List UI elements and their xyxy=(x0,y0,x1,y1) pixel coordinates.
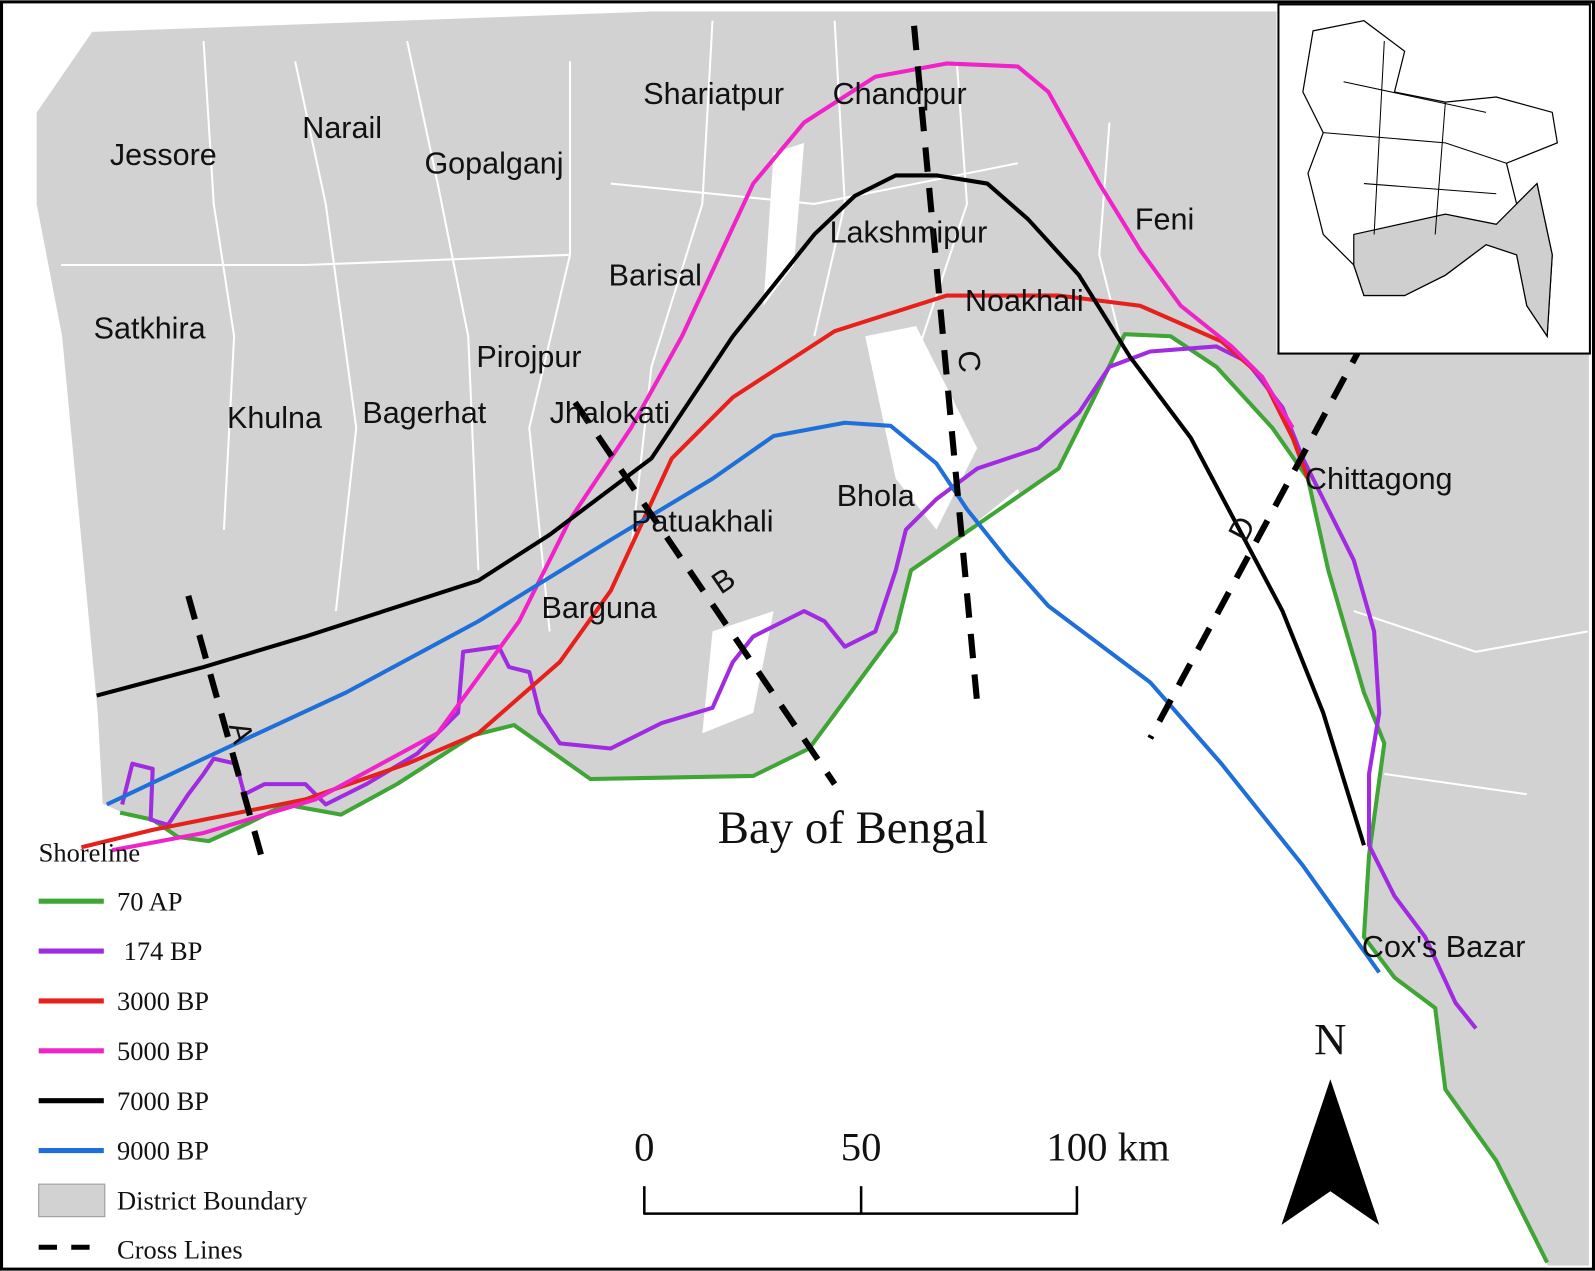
district-label: Jessore xyxy=(110,138,217,172)
cross-line xyxy=(1147,339,1367,740)
district-label: Lakshmipur xyxy=(830,216,988,250)
legend: Shoreline 70 AP 174 BP 3000 BP 5000 BP 7000 … xyxy=(38,837,308,1264)
cross-line-label: C xyxy=(951,349,987,374)
scale-label: 50 xyxy=(841,1125,882,1170)
legend-swatch xyxy=(38,1183,106,1218)
district-label: Pirojpur xyxy=(476,340,581,374)
scale-bar: 0 50 100 km xyxy=(634,1125,1170,1215)
district-label: Bhola xyxy=(837,479,915,513)
shoreline xyxy=(96,173,1366,846)
cross-lines xyxy=(185,25,1367,862)
scale-label: 100 km xyxy=(1046,1125,1170,1170)
cross-line xyxy=(185,594,266,862)
legend-label: 7000 BP xyxy=(117,1086,209,1116)
district-label: Satkhira xyxy=(94,311,206,345)
district-label: Barisal xyxy=(609,258,702,292)
legend-label: 5000 BP xyxy=(117,1036,209,1066)
sea-label: Bay of Bengal xyxy=(718,802,988,854)
cross-line xyxy=(572,400,838,786)
legend-label: Cross Lines xyxy=(117,1234,243,1264)
legend-label: 174 BP xyxy=(117,936,202,966)
north-label: N xyxy=(1314,1014,1346,1064)
district-label: Patuakhali xyxy=(631,505,774,539)
legend-title: Shoreline xyxy=(39,837,140,867)
district-label: Barguna xyxy=(542,591,657,625)
district-label: Bagerhat xyxy=(362,396,486,430)
legend-label: District Boundary xyxy=(117,1186,308,1216)
shoreline xyxy=(111,61,1295,853)
shoreline xyxy=(106,420,1381,974)
cross-line xyxy=(911,25,981,703)
district-label: Cox's Bazar xyxy=(1362,930,1526,964)
district-borders xyxy=(61,20,1589,796)
north-arrow xyxy=(1281,1079,1380,1225)
shorelines xyxy=(80,61,1549,1264)
shoreline xyxy=(120,344,1478,1030)
scale-label: 0 xyxy=(634,1125,654,1170)
district-label: Jhalokati xyxy=(550,396,670,430)
legend-label: 70 AP xyxy=(117,886,182,916)
district-label: Noakhali xyxy=(965,284,1084,318)
district-label: Chandpur xyxy=(833,77,967,111)
district-label: Khulna xyxy=(227,401,322,435)
district-label: Gopalganj xyxy=(424,146,563,180)
shoreline xyxy=(80,293,1310,850)
district-label: Narail xyxy=(302,111,382,145)
legend-label: 9000 BP xyxy=(117,1136,209,1166)
legend-label: 3000 BP xyxy=(117,986,209,1016)
district-label: Chittagong xyxy=(1305,462,1453,496)
district-label: Shariatpur xyxy=(643,77,784,111)
district-label: Feni xyxy=(1135,202,1194,236)
inset-map xyxy=(1277,3,1591,355)
